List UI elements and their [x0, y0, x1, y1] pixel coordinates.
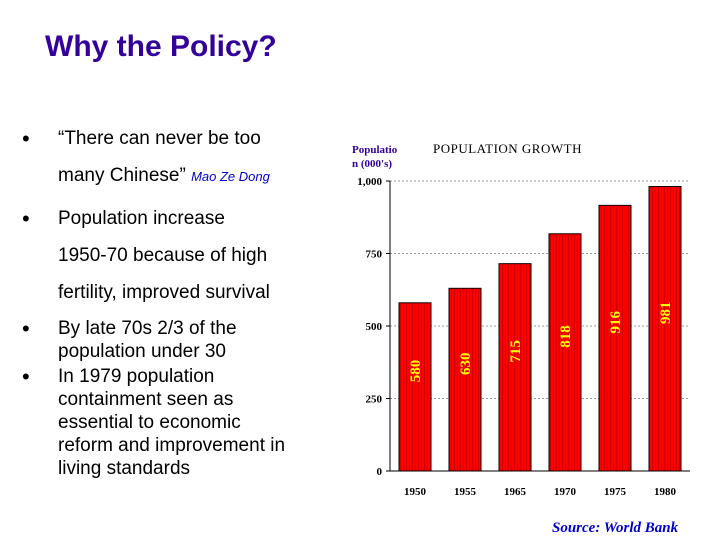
bar-stripe-overlay [649, 186, 681, 471]
bar-data-label: 715 [508, 340, 524, 363]
bullet-dot: • [22, 206, 30, 231]
bar-stripe-overlay [599, 205, 631, 472]
chart-title: POPULATION GROWTH [433, 141, 582, 156]
bullet-line: containment seen as [58, 389, 234, 410]
bullet-line: essential to economic [58, 412, 241, 433]
bullet-item: • “There can never be too many Chinese” … [18, 120, 338, 195]
bullet-dot: • [22, 364, 30, 389]
bullet-item: • By late 70s 2/3 of the population unde… [18, 317, 338, 363]
y-axis-label: n (000's) [352, 158, 392, 170]
bullet-dot: • [22, 316, 30, 341]
bullet-line: In 1979 population [58, 366, 215, 387]
bullet-line: 1950-70 because of high [58, 245, 268, 266]
bar-data-label: 630 [458, 352, 474, 375]
bar-stripe-overlay [449, 288, 481, 471]
bullet-item: • Population increase 1950-70 because of… [18, 200, 338, 311]
y-tick-label: 750 [366, 249, 383, 261]
slide-title: Why the Policy? [45, 30, 277, 63]
x-tick-label: 1975 [604, 486, 627, 498]
quote-text-line2: many Chinese” [58, 165, 186, 186]
y-tick-label: 500 [366, 321, 383, 333]
bar-stripe-overlay [499, 263, 531, 471]
bullet-dot: • [22, 126, 30, 151]
y-tick-label: 0 [377, 466, 383, 478]
y-tick-label: 250 [366, 394, 383, 406]
bullet-line: population under 30 [58, 341, 226, 362]
x-tick-label: 1965 [504, 486, 527, 498]
population-growth-chart: Populatio n (000's) POPULATION GROWTH 58… [352, 141, 690, 498]
y-tick-label: 1,000 [357, 176, 382, 188]
x-tick-label: 1955 [454, 486, 477, 498]
bullet-line: Population increase [58, 208, 225, 229]
bullet-list: • “There can never be too many Chinese” … [18, 120, 338, 480]
bullet-item: • In 1979 population containment seen as… [18, 365, 338, 480]
bullet-line: By late 70s 2/3 of the [58, 318, 237, 339]
bullet-line: reform and improvement in [58, 435, 286, 456]
source-credit: Source: World Bank [552, 520, 679, 536]
bar-data-label: 981 [658, 302, 674, 325]
y-axis-label: Populatio [352, 144, 398, 156]
x-tick-label: 1950 [404, 486, 427, 498]
bar-data-label: 818 [558, 325, 574, 348]
bullet-line: living standards [58, 458, 191, 479]
bar-stripe-overlay [399, 302, 431, 471]
bullet-line: fertility, improved survival [58, 282, 270, 303]
x-tick-label: 1980 [654, 486, 677, 498]
quote-author: Mao Ze Dong [191, 169, 270, 184]
x-tick-label: 1970 [554, 486, 577, 498]
bar-data-label: 580 [408, 360, 424, 383]
bar-data-label: 916 [608, 310, 624, 333]
bar-stripe-overlay [549, 233, 581, 471]
quote-text-line1: “There can never be too [58, 128, 261, 149]
